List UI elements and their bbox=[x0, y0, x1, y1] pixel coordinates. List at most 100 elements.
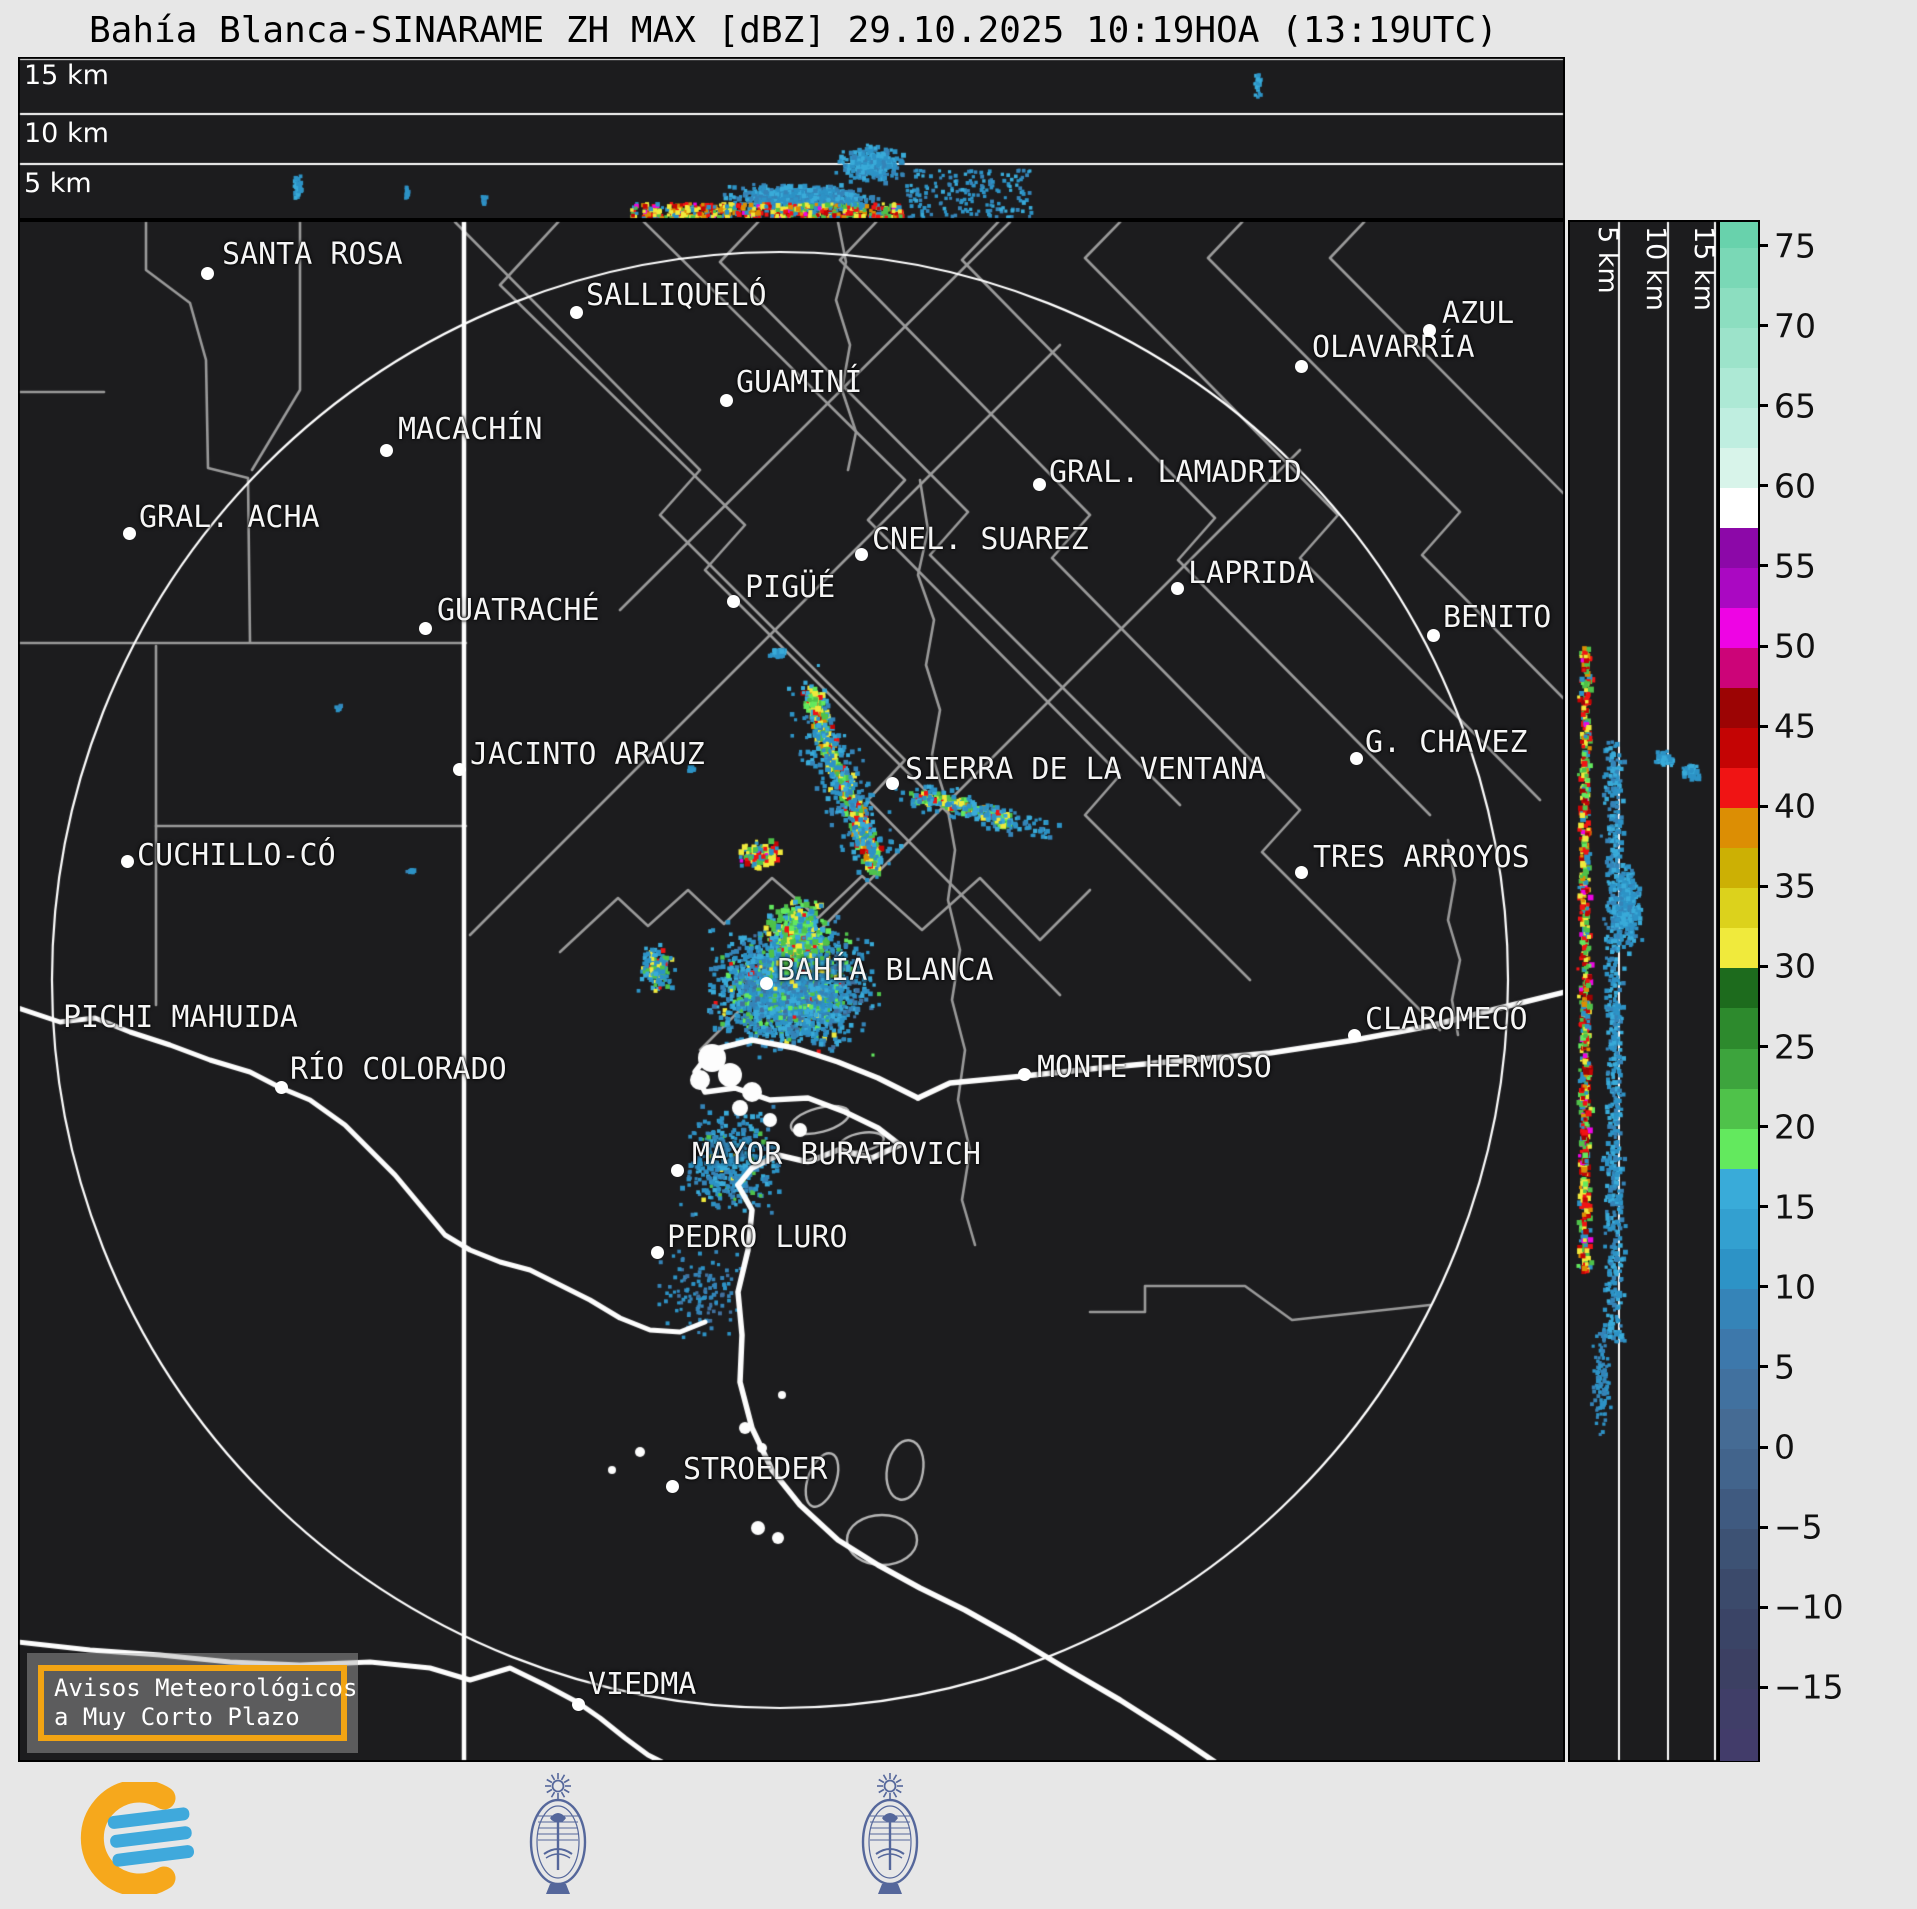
city-dot bbox=[571, 1697, 585, 1711]
city-label: TRES ARROYOS bbox=[1313, 840, 1530, 875]
colorbar-segment bbox=[1720, 928, 1758, 969]
city-dot bbox=[122, 526, 136, 540]
colorbar-tick bbox=[1758, 724, 1768, 728]
city-label: CNEL. SUAREZ bbox=[872, 522, 1089, 557]
colorbar-segment bbox=[1720, 1048, 1758, 1090]
colorbar-segment bbox=[1720, 287, 1758, 329]
colorbar-segment bbox=[1720, 367, 1758, 409]
colorbar-segment bbox=[1720, 567, 1758, 609]
colorbar-segment bbox=[1720, 728, 1758, 769]
city-label: MAYOR BURATOVICH bbox=[692, 1137, 981, 1172]
city-label: OLAVARRÍA bbox=[1312, 330, 1475, 365]
colorbar-segment bbox=[1720, 327, 1758, 369]
colorbar-tick bbox=[1758, 404, 1768, 408]
colorbar-segment bbox=[1720, 1529, 1758, 1570]
city-label: GUATRACHÉ bbox=[437, 593, 600, 628]
colorbar-tick bbox=[1758, 1685, 1768, 1689]
alert-box[interactable]: Avisos Meteorológicos a Muy Corto Plazo bbox=[27, 1653, 358, 1753]
city-dot bbox=[726, 594, 740, 608]
colorbar-segment bbox=[1720, 648, 1758, 689]
colorbar-tick-label: 65 bbox=[1774, 386, 1816, 426]
city-dot bbox=[200, 266, 214, 280]
colorbar-segment bbox=[1720, 527, 1758, 569]
colorbar-segment bbox=[1720, 1408, 1758, 1450]
colorbar-tick bbox=[1758, 644, 1768, 648]
dbz-colorbar bbox=[1718, 220, 1760, 1762]
city-dot bbox=[1294, 865, 1308, 879]
city-label: AZUL bbox=[1442, 296, 1515, 331]
alert-box-frame: Avisos Meteorológicos a Muy Corto Plazo bbox=[38, 1665, 358, 1741]
city-dot bbox=[1032, 477, 1046, 491]
colorbar-tick-label: 30 bbox=[1774, 946, 1816, 986]
city-label: GUAMINÍ bbox=[736, 365, 863, 400]
city-label: CLAROMECÓ bbox=[1365, 1002, 1528, 1037]
colorbar-tick-label: 50 bbox=[1774, 626, 1816, 666]
colorbar-tick bbox=[1758, 244, 1768, 247]
right-panel-15km-label: 15 km bbox=[1688, 226, 1719, 311]
colorbar-segment bbox=[1720, 1689, 1758, 1730]
defensa-coat-of-arms-icon bbox=[529, 1773, 587, 1894]
colorbar-segment bbox=[1720, 222, 1758, 249]
city-label: MACACHÍN bbox=[398, 412, 543, 447]
colorbar-tick-label: −15 bbox=[1774, 1667, 1844, 1707]
city-dot bbox=[665, 1479, 679, 1493]
colorbar-segment bbox=[1720, 768, 1758, 809]
colorbar-tick-label: 15 bbox=[1774, 1187, 1816, 1227]
colorbar-segment bbox=[1720, 1449, 1758, 1490]
colorbar-segment bbox=[1720, 888, 1758, 929]
city-label: PIGÜÉ bbox=[745, 570, 836, 605]
colorbar-tick-label: 10 bbox=[1774, 1267, 1816, 1307]
colorbar-segment bbox=[1720, 1729, 1758, 1761]
right-panel-10km-label: 10 km bbox=[1640, 226, 1671, 311]
city-dot bbox=[759, 976, 773, 990]
city-dot bbox=[452, 762, 466, 776]
alert-line-1: Avisos Meteorológicos bbox=[54, 1674, 358, 1702]
colorbar-segment bbox=[1720, 447, 1758, 489]
city-label: SANTA ROSA bbox=[222, 237, 403, 272]
colorbar-segment bbox=[1720, 1168, 1758, 1210]
colorbar-segment bbox=[1720, 688, 1758, 729]
colorbar-tick-label: 5 bbox=[1774, 1347, 1795, 1387]
city-dot bbox=[1426, 628, 1440, 642]
colorbar-tick bbox=[1758, 564, 1768, 568]
city-label: JACINTO ARAUZ bbox=[470, 737, 705, 772]
colorbar-segment bbox=[1720, 607, 1758, 649]
smn-logo-icon bbox=[80, 1782, 195, 1894]
city-label: G. CHAVEZ bbox=[1365, 725, 1528, 760]
colorbar-tick-label: 75 bbox=[1774, 226, 1816, 265]
colorbar-tick bbox=[1758, 1125, 1768, 1129]
colorbar-segment bbox=[1720, 1569, 1758, 1610]
colorbar-segment bbox=[1720, 1649, 1758, 1690]
colorbar-segment bbox=[1720, 1248, 1758, 1290]
alert-line-2: a Muy Corto Plazo bbox=[54, 1703, 300, 1731]
city-dot bbox=[854, 547, 868, 561]
colorbar-tick bbox=[1758, 484, 1768, 488]
city-label: PEDRO LURO bbox=[667, 1220, 848, 1255]
colorbar-segment bbox=[1720, 1088, 1758, 1130]
city-label: BENITO bbox=[1443, 600, 1552, 635]
city-dot bbox=[670, 1163, 684, 1177]
economia-coat-of-arms-icon bbox=[861, 1773, 919, 1894]
colorbar-tick bbox=[1758, 884, 1768, 888]
footer-bar: Servicio Meteorológico Nacional Argentin… bbox=[0, 1762, 1917, 1909]
city-dot bbox=[418, 621, 432, 635]
colorbar-tick bbox=[1758, 1445, 1768, 1449]
colorbar-tick-label: 45 bbox=[1774, 706, 1816, 746]
city-label: RÍO COLORADO bbox=[290, 1052, 507, 1087]
colorbar-tick-label: 0 bbox=[1774, 1427, 1795, 1467]
city-dot bbox=[885, 776, 899, 790]
city-label: STROEDER bbox=[683, 1452, 828, 1487]
city-dot bbox=[1349, 751, 1363, 765]
colorbar-segment bbox=[1720, 1328, 1758, 1370]
colorbar-tick-label: 35 bbox=[1774, 866, 1816, 906]
city-label: SIERRA DE LA VENTANA bbox=[905, 752, 1267, 787]
colorbar-tick bbox=[1758, 1205, 1768, 1209]
colorbar-segment bbox=[1720, 968, 1758, 1010]
city-label: BAHÍA BLANCA bbox=[777, 953, 994, 988]
colorbar-segment bbox=[1720, 1008, 1758, 1050]
city-label: GRAL. LAMADRID bbox=[1049, 455, 1302, 490]
right-panel-5km-label: 5 km bbox=[1592, 226, 1623, 294]
city-label: SALLIQUELÓ bbox=[586, 278, 767, 313]
